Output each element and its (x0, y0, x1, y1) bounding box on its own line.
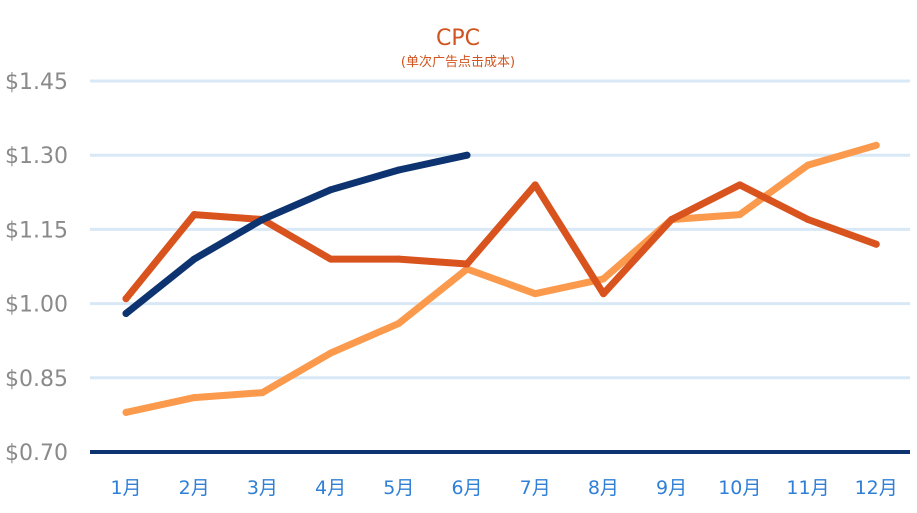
x-tick-label: 2月 (179, 477, 210, 499)
x-tick-label: 6月 (451, 477, 482, 499)
series-1-point (190, 394, 198, 402)
x-tick-label: 12月 (855, 477, 898, 499)
series-2-point (531, 181, 539, 189)
series-2-point (463, 260, 471, 268)
y-tick-label: $1.00 (5, 293, 68, 318)
y-tick-label: $0.85 (5, 367, 68, 392)
series-1-point (258, 389, 266, 397)
series-1-point (327, 349, 335, 357)
series-3-point (122, 309, 130, 317)
series-2-point (804, 216, 812, 224)
series-2-point (122, 295, 130, 303)
x-axis-ticks: 1月 2月 3月 4月 5月 6月 7月 8月 9月 10月 11月 12月 (110, 477, 897, 499)
series-3-point (327, 186, 335, 194)
y-tick-label: $1.15 (5, 218, 68, 243)
y-axis-ticks: $1.45 $1.30 $1.15 $1.00 $0.85 $0.70 (5, 70, 68, 466)
series-1-point (736, 211, 744, 219)
y-tick-label: $1.45 (5, 70, 68, 95)
x-tick-label: 5月 (383, 477, 414, 499)
series-3-point (190, 255, 198, 263)
chart-subtitle: (单次广告点击成本) (401, 54, 515, 70)
x-tick-label: 3月 (247, 477, 278, 499)
series-2-point (599, 290, 607, 298)
series-2-point (327, 255, 335, 263)
series-1-point (395, 319, 403, 327)
series-2-point (668, 216, 676, 224)
x-tick-label: 1月 (110, 477, 141, 499)
series-1-point (804, 161, 812, 169)
series-2-point (736, 181, 744, 189)
series-line-3 (122, 151, 471, 317)
series-2-point (872, 240, 880, 248)
chart-title: CPC (436, 26, 480, 51)
y-tick-label: $1.30 (5, 144, 68, 169)
series-1-point (599, 275, 607, 283)
x-tick-label: 10月 (718, 477, 761, 499)
series-line-1 (122, 141, 880, 416)
series-line-2 (122, 181, 880, 303)
series-lines (122, 141, 880, 416)
x-tick-label: 9月 (656, 477, 687, 499)
x-tick-label: 8月 (588, 477, 619, 499)
series-2-point (395, 255, 403, 263)
series-2-point (190, 211, 198, 219)
x-tick-label: 7月 (520, 477, 551, 499)
series-1-point (531, 290, 539, 298)
series-1-point (122, 408, 130, 416)
y-tick-label: $0.70 (5, 441, 68, 466)
series-3-point (463, 151, 471, 159)
x-tick-label: 11月 (786, 477, 829, 499)
x-tick-label: 4月 (315, 477, 346, 499)
series-3-point (258, 216, 266, 224)
series-1-point (872, 141, 880, 149)
series-3-point (395, 166, 403, 174)
